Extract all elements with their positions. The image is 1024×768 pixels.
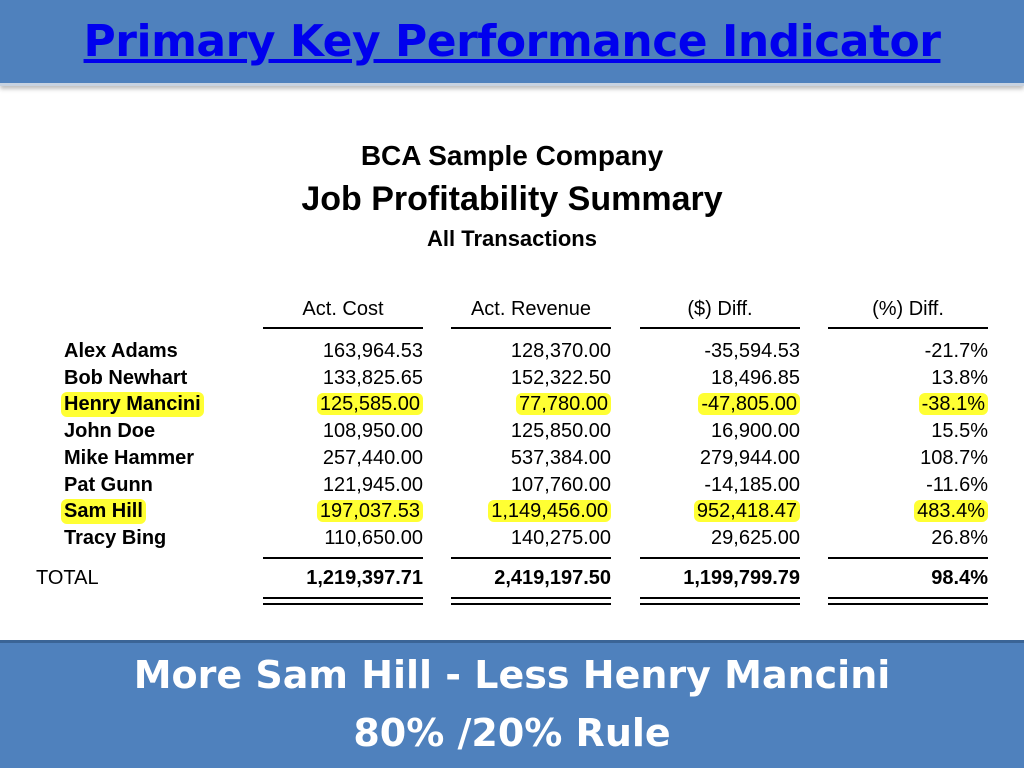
cell-revenue-value: 537,384.00: [510, 447, 611, 469]
column-header-cost: Act. Cost: [263, 298, 423, 329]
cell-revenue-value: 152,322.50: [510, 367, 611, 389]
row-name: Sam Hill: [61, 499, 146, 524]
cell-diff-value: 29,625.00: [711, 527, 800, 549]
row-name: John Doe: [64, 420, 156, 442]
cell-diff: 952,418.47: [640, 499, 800, 524]
cell-cost: 133,825.65: [263, 366, 423, 391]
cell-pct: 483.4%: [828, 499, 988, 524]
cell-revenue-value: 125,850.00: [510, 420, 611, 442]
total-rule-diff: [640, 597, 800, 605]
cell-cost: 125,585.00: [263, 392, 423, 417]
total-label: TOTAL: [36, 567, 99, 589]
row-name: Mike Hammer: [64, 447, 195, 469]
total-rule-cost: [263, 597, 423, 605]
cell-pct-value: -11.6%: [926, 474, 988, 496]
row-name: Pat Gunn: [64, 474, 153, 496]
cell-diff-value: -47,805.00: [698, 393, 800, 415]
total-pct: 98.4%: [931, 567, 988, 589]
footer-headline: More Sam Hill - Less Henry Mancini: [133, 653, 891, 697]
cell-revenue-value: 128,370.00: [510, 340, 611, 362]
cell-revenue: 107,760.00: [451, 473, 611, 498]
cell-revenue: 1,149,456.00: [451, 499, 611, 524]
cell-diff: 18,496.85: [640, 366, 800, 391]
cell-pct: 13.8%: [828, 366, 988, 391]
cell-diff-value: 952,418.47: [693, 500, 800, 522]
cell-diff: -35,594.53: [640, 339, 800, 364]
cell-diff-value: -35,594.53: [704, 340, 800, 362]
cell-revenue-value: 77,780.00: [516, 393, 611, 415]
cell-pct-value: 26.8%: [931, 527, 988, 549]
cell-revenue: 152,322.50: [451, 366, 611, 391]
cell-cost: 110,650.00: [263, 526, 423, 551]
cell-cost-value: 163,964.53: [322, 340, 423, 362]
cell-revenue-value: 1,149,456.00: [488, 500, 611, 522]
footer-bar: More Sam Hill - Less Henry Mancini 80% /…: [0, 640, 1024, 768]
cell-diff-value: -14,185.00: [704, 474, 800, 496]
cell-revenue: 537,384.00: [451, 446, 611, 471]
title-bar: [0, 0, 1024, 86]
cell-pct: -11.6%: [828, 473, 988, 498]
cell-pct-value: 483.4%: [914, 500, 988, 522]
subtotal-rule-pct: [828, 557, 988, 559]
report-title: Job Profitability Summary: [301, 180, 723, 218]
row-name: Tracy Bing: [64, 527, 167, 549]
cell-pct: 108.7%: [828, 446, 988, 471]
subtotal-rule-cost: [263, 557, 423, 559]
cell-pct-value: 13.8%: [931, 367, 988, 389]
cell-pct: -38.1%: [828, 392, 988, 417]
total-revenue: 2,419,197.50: [494, 567, 611, 589]
total-rule-revenue: [451, 597, 611, 605]
row-name: Bob Newhart: [64, 367, 188, 389]
cell-cost-value: 197,037.53: [316, 500, 423, 522]
column-header-revenue: Act. Revenue: [451, 298, 611, 329]
cell-cost: 163,964.53: [263, 339, 423, 364]
cell-diff: -47,805.00: [640, 392, 800, 417]
cell-pct: 15.5%: [828, 419, 988, 444]
cell-pct-value: -38.1%: [918, 393, 988, 415]
cell-diff: -14,185.00: [640, 473, 800, 498]
cell-cost: 108,950.00: [263, 419, 423, 444]
total-diff: 1,199,799.79: [683, 567, 800, 589]
cell-pct-value: 15.5%: [931, 420, 988, 442]
total-rule-pct: [828, 597, 988, 605]
cell-cost-value: 133,825.65: [322, 367, 423, 389]
total-cost: 1,219,397.71: [306, 567, 423, 589]
cell-revenue: 77,780.00: [451, 392, 611, 417]
column-header-diff: ($) Diff.: [640, 298, 800, 329]
cell-diff-value: 18,496.85: [711, 367, 800, 389]
subtotal-rule-revenue: [451, 557, 611, 559]
column-header-pct: (%) Diff.: [828, 298, 988, 329]
footer-subline: 80% /20% Rule: [353, 711, 671, 755]
report-company: BCA Sample Company: [360, 140, 664, 171]
cell-cost-value: 125,585.00: [316, 393, 423, 415]
cell-pct: 26.8%: [828, 526, 988, 551]
cell-revenue: 140,275.00: [451, 526, 611, 551]
cell-diff: 16,900.00: [640, 419, 800, 444]
cell-cost-value: 110,650.00: [324, 527, 423, 549]
slide-title: Primary Key Performance Indicator: [83, 16, 941, 67]
cell-diff: 29,625.00: [640, 526, 800, 551]
row-name: Henry Mancini: [61, 392, 204, 417]
cell-revenue-value: 107,760.00: [510, 474, 611, 496]
report-scope: All Transactions: [427, 226, 597, 251]
cell-revenue: 128,370.00: [451, 339, 611, 364]
report-body: BCA Sample Company Job Profitability Sum…: [36, 140, 988, 605]
cell-cost: 121,945.00: [263, 473, 423, 498]
cell-cost-value: 257,440.00: [322, 447, 423, 469]
cell-cost-value: 108,950.00: [322, 420, 423, 442]
cell-diff-value: 16,900.00: [711, 420, 800, 442]
cell-pct-value: -21.7%: [924, 340, 988, 362]
cell-pct-value: 108.7%: [920, 447, 988, 469]
cell-revenue-value: 140,275.00: [510, 527, 611, 549]
cell-cost: 197,037.53: [263, 499, 423, 524]
cell-cost-value: 121,945.00: [322, 474, 423, 496]
cell-diff: 279,944.00: [640, 446, 800, 471]
cell-pct: -21.7%: [828, 339, 988, 364]
row-name: Alex Adams: [64, 340, 178, 362]
cell-diff-value: 279,944.00: [699, 447, 800, 469]
cell-cost: 257,440.00: [263, 446, 423, 471]
cell-revenue: 125,850.00: [451, 419, 611, 444]
subtotal-rule-diff: [640, 557, 800, 559]
